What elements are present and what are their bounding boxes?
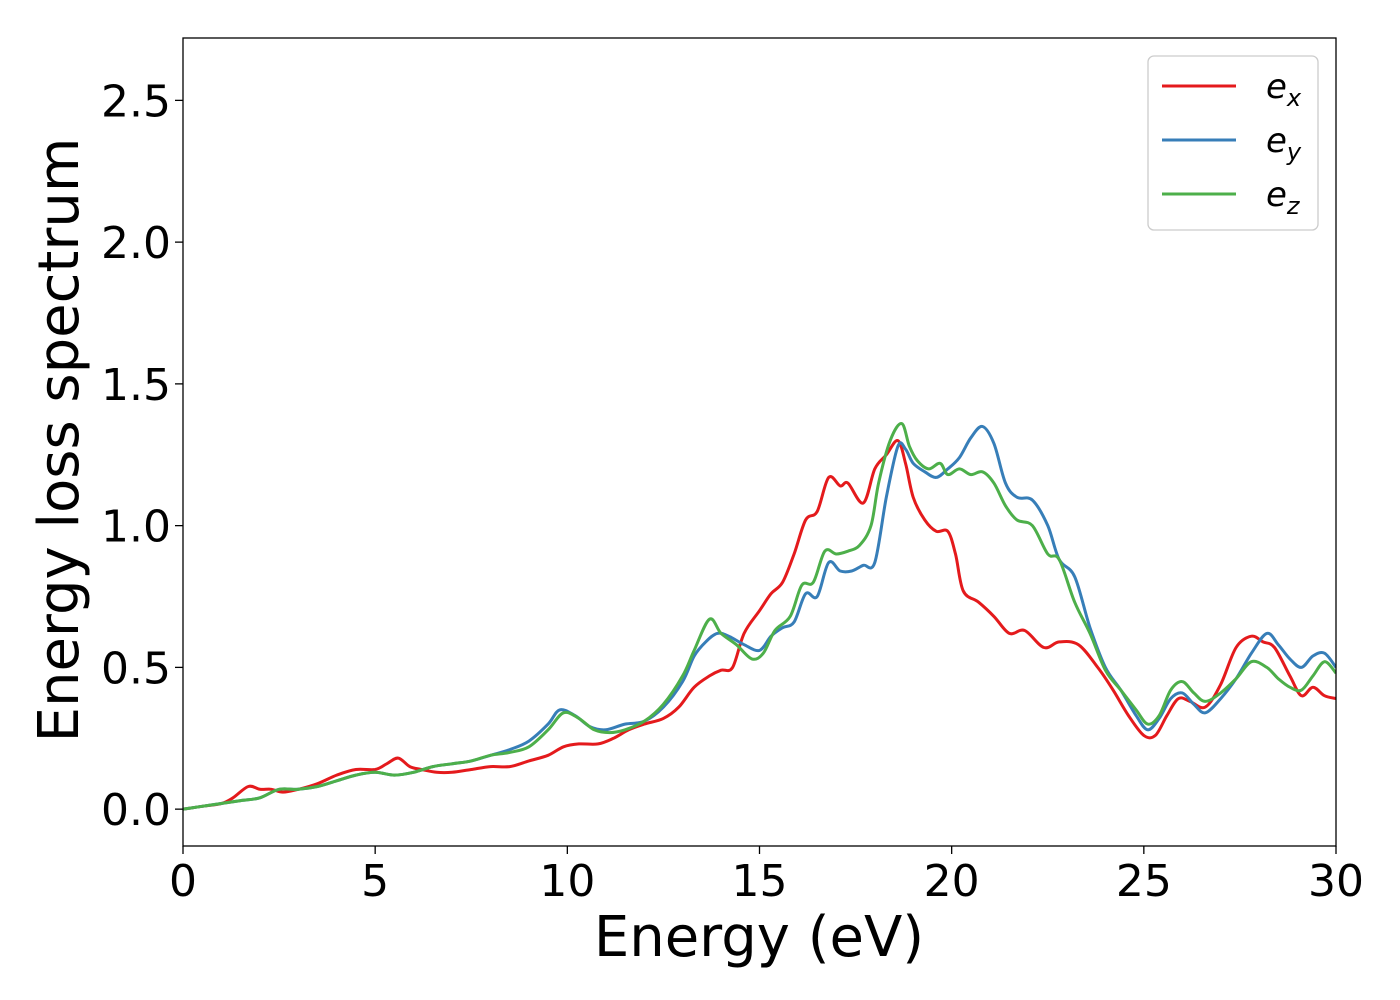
y-axis-title: Energy loss spectrum — [27, 138, 92, 743]
y-tick-label: 2.5 — [101, 76, 171, 127]
series-line-ey — [183, 424, 1336, 811]
y-tick-label: 1.0 — [101, 502, 171, 553]
x-tick-label: 15 — [732, 856, 788, 907]
legend-label-ez: ez — [1266, 175, 1301, 220]
x-tick-label: 10 — [539, 856, 595, 907]
series-line-ex — [183, 439, 1336, 811]
plot-area — [183, 422, 1336, 811]
x-tick-label: 20 — [924, 856, 980, 907]
x-tick-label: 0 — [169, 856, 197, 907]
y-tick-label: 1.5 — [101, 360, 171, 411]
x-axis-title: Energy (eV) — [594, 905, 924, 970]
x-tick-label: 25 — [1116, 856, 1172, 907]
series-line-ez — [183, 422, 1336, 811]
axes: 0 5 10 15 20 25 30 0.0 0.5 1.0 1.5 2.0 2.5 — [101, 37, 1364, 907]
x-tick-label: 30 — [1308, 856, 1364, 907]
legend-label-ey: ey — [1266, 121, 1302, 166]
x-tick-label: 5 — [361, 856, 389, 907]
legend-box — [1147, 55, 1319, 231]
y-tick-label: 2.0 — [101, 218, 171, 269]
legend: ex ey ez — [1147, 55, 1319, 231]
y-tick-label: 0.0 — [101, 785, 171, 836]
legend-label-ex: ex — [1266, 67, 1302, 112]
y-tick-label: 0.5 — [101, 643, 171, 694]
